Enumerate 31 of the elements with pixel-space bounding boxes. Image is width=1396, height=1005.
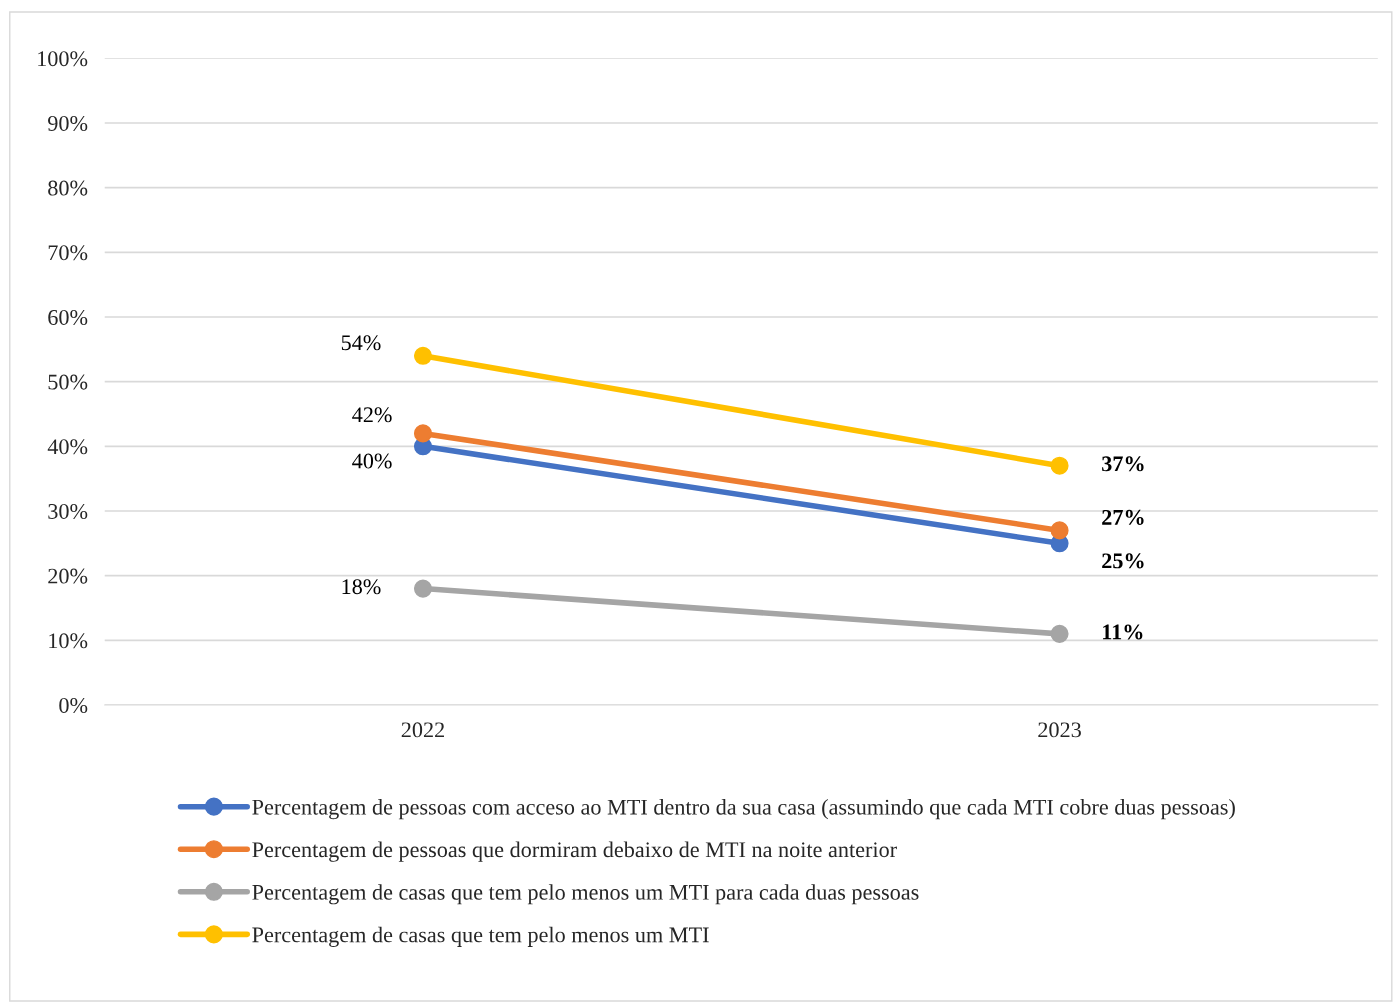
point [1050, 624, 1069, 643]
data-label: 27% [1102, 509, 1144, 525]
y-tick-label: 90% [48, 115, 88, 131]
point [1050, 521, 1069, 540]
x-tick-label: 2023 [1038, 722, 1081, 738]
legend-label: Percentagem de pessoas com acceso ao MTI dentro da sua casa (assumindo que cada MTI cobre duas pessoas) [252, 799, 1235, 820]
y-tick-label: 70% [48, 245, 88, 261]
y-tick-label: 40% [47, 439, 88, 455]
legend-label: Percentagem de casas que tem pelo menos um MTI para cada duas pessoas [252, 884, 919, 905]
legend-label: Percentagem de casas que tem pelo menos um MTI [252, 926, 709, 947]
y-tick-label: 0% [59, 697, 88, 714]
data-label: 42% [352, 407, 392, 423]
y-tick-label: 30% [48, 503, 88, 519]
data-label: 40% [352, 453, 392, 469]
point [1050, 456, 1069, 475]
data-label: 11% [1103, 624, 1143, 640]
y-tick-label: 50% [48, 374, 88, 390]
x-tick-label: 2022 [401, 722, 444, 738]
y-tick-label: 20% [48, 568, 88, 584]
data-label: 37% [1102, 456, 1144, 472]
data-label: 25% [1102, 553, 1144, 569]
y-tick-label: 60% [48, 309, 88, 325]
data-label: 18% [342, 579, 381, 595]
y-tick-label: 10% [49, 633, 88, 649]
legend-label: Percentagem de pessoas que dormiram debaixo de MTI na noite anterior [252, 841, 897, 862]
y-tick-label: 100% [38, 51, 88, 67]
point [413, 579, 433, 598]
point [413, 424, 433, 443]
point [413, 346, 433, 365]
data-label: 54% [341, 335, 381, 351]
y-tick-label: 80% [48, 180, 88, 196]
